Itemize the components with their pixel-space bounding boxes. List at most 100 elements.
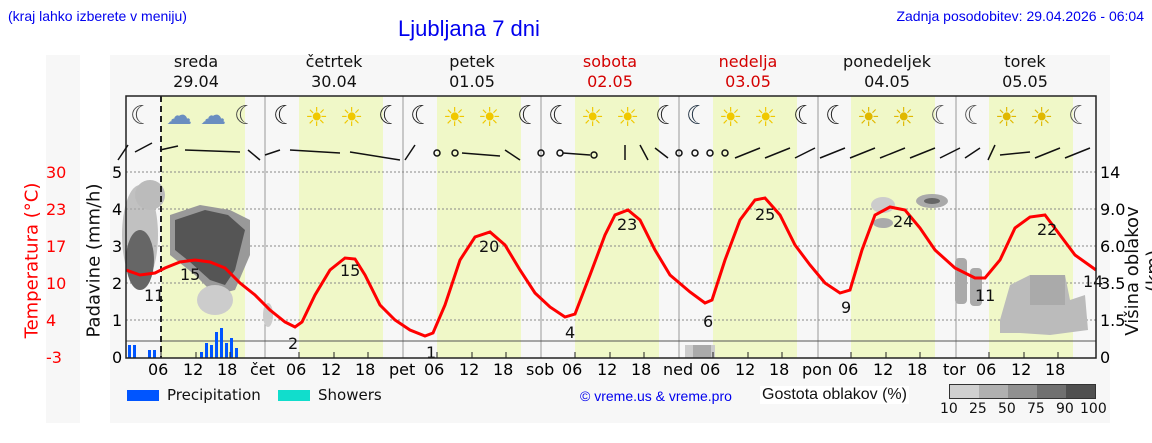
svg-text:☾: ☾: [130, 101, 153, 131]
svg-text:☀: ☀: [340, 103, 363, 133]
svg-text:11: 11: [144, 286, 164, 305]
svg-text:☀: ☀: [478, 103, 501, 133]
x-label: 06: [976, 360, 997, 379]
temp-tick: 17: [46, 237, 67, 256]
x-label: 06: [562, 360, 583, 379]
svg-text:☾: ☾: [234, 101, 257, 131]
temperature-axis-panel: [46, 55, 80, 423]
svg-text:6: 6: [703, 312, 713, 331]
x-label: pon: [802, 360, 833, 379]
copyright-link[interactable]: © vreme.us & vreme.pro: [580, 388, 732, 404]
legend-precipitation: Precipitation: [127, 386, 261, 404]
svg-text:☀: ☀: [305, 103, 328, 133]
x-label: sob: [526, 360, 555, 379]
temp-tick: 10: [46, 274, 67, 293]
svg-text:☀: ☀: [892, 103, 915, 133]
svg-text:☀: ☀: [581, 103, 604, 133]
svg-text:11: 11: [975, 286, 995, 305]
x-label: 18: [907, 360, 928, 379]
cloud-height-axis-title: Višina oblakov (km): [1122, 206, 1152, 336]
svg-text:15: 15: [180, 265, 200, 284]
svg-text:☀: ☀: [616, 103, 639, 133]
svg-text:9: 9: [841, 298, 851, 317]
x-label: 12: [873, 360, 894, 379]
svg-text:☾: ☾: [825, 101, 848, 131]
svg-text:☾: ☾: [655, 101, 678, 131]
legend-showers: Showers: [278, 386, 382, 404]
svg-text:☾: ☾: [517, 101, 540, 131]
precip-tick: 0: [112, 348, 123, 367]
last-updated: Zadnja posodobitev: 29.04.2026 - 06:04: [896, 8, 1144, 24]
x-label: 06: [424, 360, 445, 379]
x-label: tor: [943, 360, 966, 379]
x-label: 06: [286, 360, 307, 379]
precipitation-bars: [128, 328, 238, 358]
svg-text:14: 14: [1083, 272, 1103, 291]
cloud-tick: 9.0: [1100, 200, 1126, 219]
svg-text:☀: ☀: [1030, 103, 1053, 133]
precip-tick: 3: [112, 237, 123, 256]
precip-tick: 5: [112, 163, 123, 182]
day-header: torek 05.05: [1002, 52, 1048, 91]
svg-text:15: 15: [340, 261, 360, 280]
temp-tick: 30: [46, 163, 67, 182]
day-header: ponedeljek 04.05: [843, 52, 931, 91]
cloud-tick: 6.0: [1100, 237, 1126, 256]
svg-text:☾: ☾: [930, 101, 953, 131]
temp-tick: 23: [46, 200, 67, 219]
svg-text:☾: ☾: [1068, 101, 1091, 131]
wind-barbs-row: [117, 142, 1091, 161]
x-label: 12: [459, 360, 480, 379]
svg-text:☀: ☀: [754, 103, 777, 133]
svg-text:☾: ☾: [378, 101, 401, 131]
temperature-axis-title: Temperatura (°C): [21, 182, 43, 339]
svg-text:☀: ☀: [857, 103, 880, 133]
x-label: 12: [321, 360, 342, 379]
temp-tick: 4: [46, 311, 57, 330]
page-title: Ljubljana 7 dni: [398, 16, 540, 41]
weather-icons: ☾ ☁ ☁ ☾ ☾ ☀ ☀ ☾ ☾ ☀ ☀ ☾ ☾ ☀ ☀ ☾ ☾ ☀ ☀ ☾ …: [130, 101, 1091, 133]
svg-text:1: 1: [426, 343, 436, 362]
svg-text:☀: ☀: [995, 103, 1018, 133]
x-label: 18: [631, 360, 652, 379]
cloud-density-scale: [949, 384, 1096, 399]
svg-text:25: 25: [755, 205, 775, 224]
cloud-density-label: Gostota oblakov (%): [760, 386, 909, 404]
precip-tick: 4: [112, 200, 123, 219]
x-label: 12: [183, 360, 204, 379]
svg-text:☾: ☾: [793, 101, 816, 131]
x-label: 18: [1045, 360, 1066, 379]
day-header-weekend: nedelja 03.05: [718, 52, 778, 91]
svg-text:☁: ☁: [200, 101, 226, 131]
day-header: sreda 29.04: [173, 52, 219, 91]
precip-tick: 1: [112, 311, 123, 330]
precipitation-axis-title: Padavine (mm/h): [83, 183, 105, 338]
x-label: 18: [355, 360, 376, 379]
x-label: 18: [769, 360, 790, 379]
cloud-tick: 1.5: [1100, 311, 1126, 330]
svg-text:☾: ☾: [273, 101, 296, 131]
x-label: 12: [597, 360, 618, 379]
x-label: ned: [663, 360, 694, 379]
svg-text:☾: ☾: [686, 101, 709, 131]
x-label: 18: [493, 360, 514, 379]
svg-text:2: 2: [288, 334, 298, 353]
x-label: 06: [838, 360, 859, 379]
cloud-tick: 14: [1100, 163, 1121, 182]
cloud-tick: 3.5: [1100, 274, 1126, 293]
x-label: 12: [1011, 360, 1032, 379]
svg-text:22: 22: [1037, 220, 1057, 239]
svg-text:☾: ☾: [410, 101, 433, 131]
x-label: 18: [217, 360, 238, 379]
day-header: petek 01.05: [449, 52, 495, 91]
svg-text:20: 20: [479, 237, 499, 256]
x-label: pet: [389, 360, 416, 379]
day-header: četrtek 30.04: [305, 52, 363, 91]
precipitation-swatch: [127, 389, 159, 401]
x-label: 06: [148, 360, 169, 379]
location-hint[interactable]: (kraj lahko izberete v meniju): [8, 8, 187, 24]
day-header-weekend: sobota 02.05: [582, 52, 638, 91]
svg-text:23: 23: [617, 215, 637, 234]
temperature-line: [125, 196, 1097, 338]
